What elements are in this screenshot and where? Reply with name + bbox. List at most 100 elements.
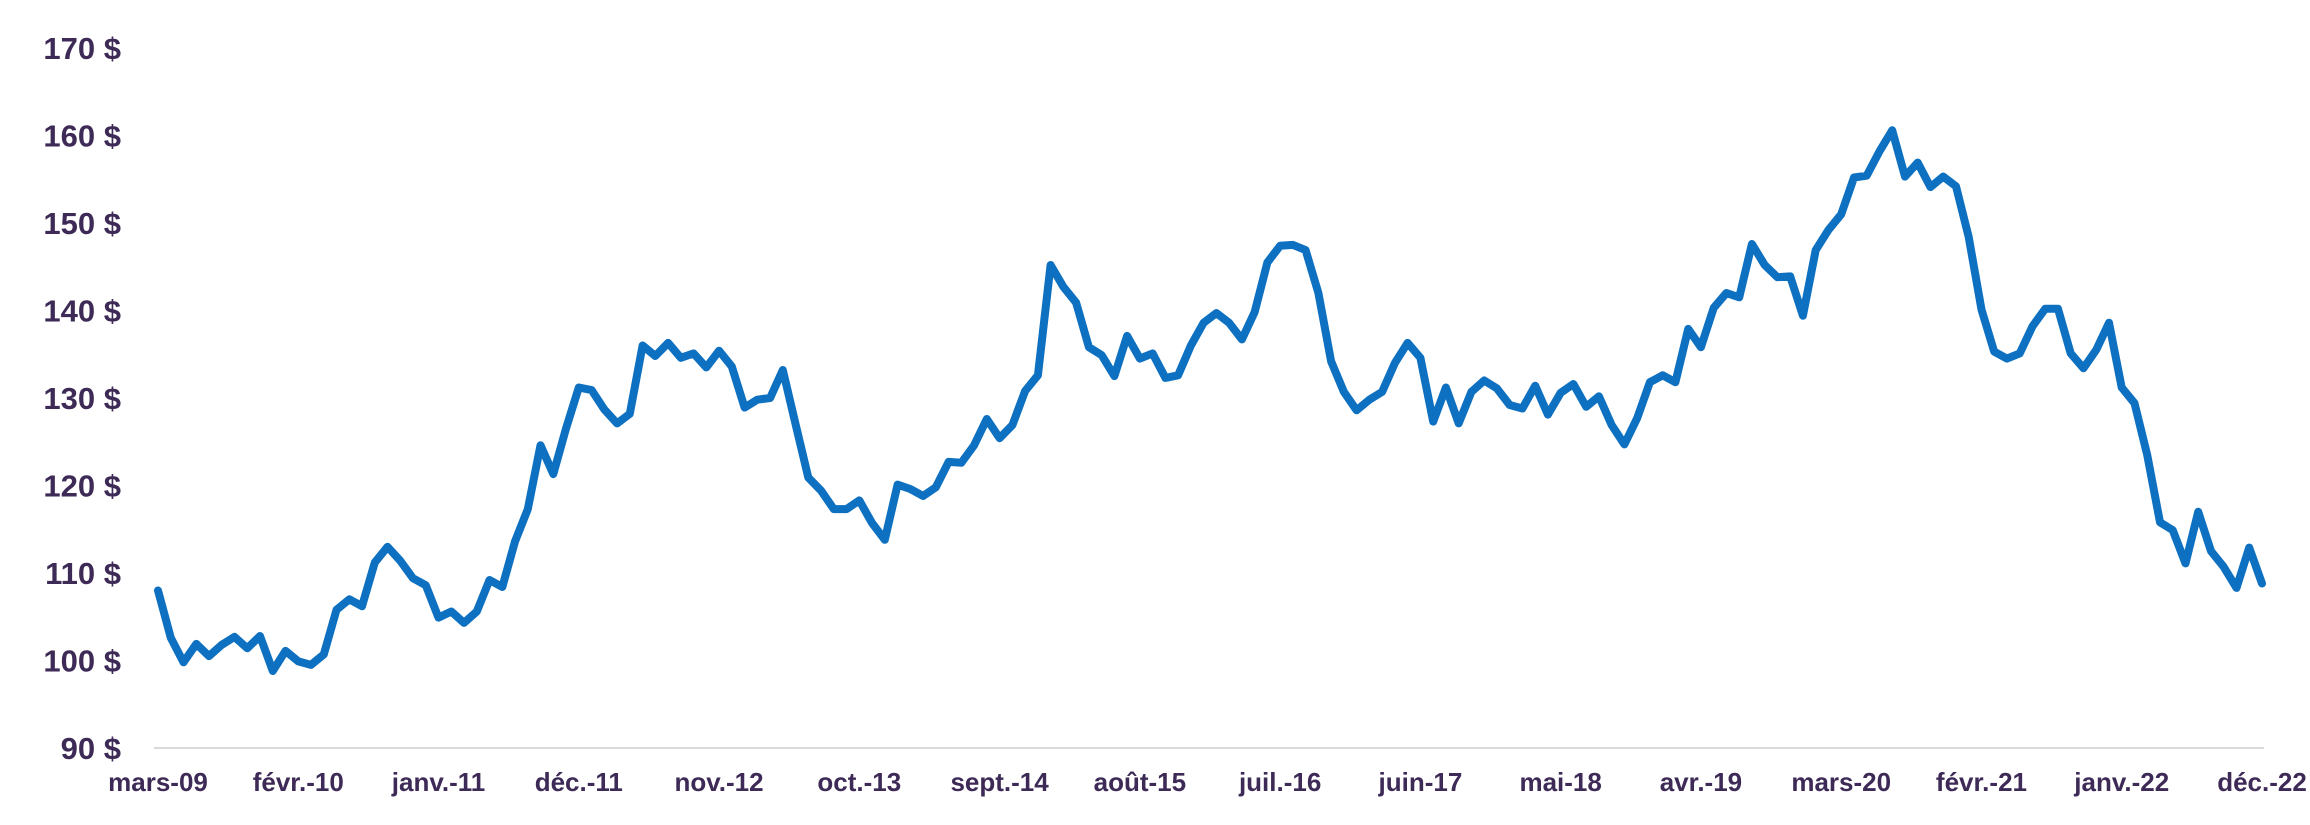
data-point <box>282 647 290 655</box>
x-tick-label: déc.-22 <box>2217 767 2307 797</box>
data-point <box>1582 403 1590 411</box>
x-tick-label: sept.-14 <box>950 767 1049 797</box>
data-point <box>180 658 188 666</box>
data-point <box>1391 359 1399 367</box>
series-line <box>154 126 2266 675</box>
x-tick-label: janv.-11 <box>391 767 485 797</box>
data-point <box>2092 346 2100 354</box>
data-point <box>154 587 162 595</box>
data-point <box>651 352 659 360</box>
data-point <box>1506 401 1514 409</box>
data-point <box>358 602 366 610</box>
data-point <box>1697 343 1705 351</box>
data-point <box>753 396 761 404</box>
series-layer <box>154 126 2266 675</box>
data-point <box>945 458 953 466</box>
data-point <box>1888 126 1896 134</box>
data-point <box>1378 388 1386 396</box>
data-point <box>1620 440 1628 448</box>
data-point <box>1340 388 1348 396</box>
x-tick-label: mars-20 <box>1791 767 1891 797</box>
data-point <box>307 661 315 669</box>
data-point <box>2258 580 2266 588</box>
data-point <box>1327 357 1335 365</box>
x-tick-label: avr.-19 <box>1660 767 1742 797</box>
data-point <box>1455 419 1463 427</box>
data-point <box>1722 289 1730 297</box>
data-point <box>1289 241 1297 249</box>
data-point <box>205 652 213 660</box>
data-point <box>1034 371 1042 379</box>
data-point <box>1059 283 1067 291</box>
data-point <box>320 650 328 658</box>
data-point <box>2016 349 2024 357</box>
y-tick-label: 140 $ <box>43 294 121 329</box>
data-point <box>1072 299 1080 307</box>
data-point <box>1110 372 1118 380</box>
data-point <box>243 644 251 652</box>
data-point <box>1467 388 1475 396</box>
x-tick-label: oct.-13 <box>817 767 901 797</box>
data-point <box>1251 308 1259 316</box>
data-point <box>1608 421 1616 429</box>
data-point <box>435 614 443 622</box>
data-point <box>384 543 392 551</box>
data-point <box>1174 371 1182 379</box>
data-point <box>1149 349 1157 357</box>
data-point <box>2105 319 2113 327</box>
data-point <box>1863 172 1871 180</box>
data-point <box>294 657 302 665</box>
data-point <box>562 425 570 433</box>
data-point <box>1710 304 1718 312</box>
data-point <box>2054 305 2062 313</box>
data-point <box>1875 147 1883 155</box>
data-point <box>804 474 812 482</box>
data-point <box>1212 309 1220 317</box>
data-point <box>1429 418 1437 426</box>
data-point <box>970 441 978 449</box>
data-point <box>715 347 723 355</box>
data-point <box>1263 258 1271 266</box>
x-tick-label: juil.-16 <box>1238 767 1321 797</box>
y-axis: 90 $ 100 $ 110 $ 120 $ 130 $ 140 $ 150 $ 160 $ 1… <box>43 31 121 766</box>
data-point <box>486 576 494 584</box>
data-point <box>588 386 596 394</box>
data-point <box>1786 272 1794 280</box>
data-point <box>1136 355 1144 363</box>
data-point <box>690 349 698 357</box>
x-tick-label: févr.-21 <box>1936 767 2027 797</box>
data-point <box>2245 544 2253 552</box>
data-point <box>906 485 914 493</box>
data-point <box>1684 325 1692 333</box>
data-point <box>192 640 200 648</box>
data-point <box>766 394 774 402</box>
x-axis: mars-09 févr.-10 janv.-11 déc.-11 nov.-12 oct… <box>108 767 2307 797</box>
data-point <box>1200 319 1208 327</box>
data-point <box>460 619 468 627</box>
data-point <box>1187 342 1195 350</box>
data-point <box>2220 563 2228 571</box>
data-point <box>1021 387 1029 395</box>
data-point <box>894 481 902 489</box>
data-point <box>1416 354 1424 362</box>
y-tick-label: 90 $ <box>61 731 121 766</box>
data-point <box>256 632 264 640</box>
data-point <box>1302 246 1310 254</box>
data-point <box>1098 351 1106 359</box>
data-point <box>830 505 838 513</box>
data-point <box>1276 242 1284 250</box>
data-point <box>345 595 353 603</box>
data-point <box>1965 233 1973 241</box>
data-point <box>600 405 608 413</box>
data-point <box>422 581 430 589</box>
data-point <box>2194 508 2202 516</box>
data-point <box>549 470 557 478</box>
x-tick-label: nov.-12 <box>675 767 764 797</box>
data-point <box>1671 378 1679 386</box>
data-point <box>167 634 175 642</box>
x-tick-label: janv.-22 <box>2073 767 2169 797</box>
y-tick-label: 100 $ <box>43 644 121 679</box>
data-point <box>817 487 825 495</box>
data-point <box>702 363 710 371</box>
